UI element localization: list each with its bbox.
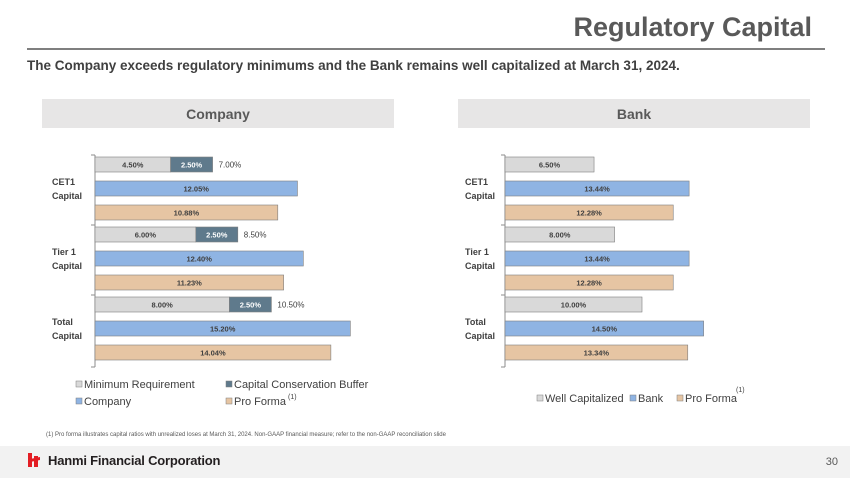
bank-panel-header: Bank — [458, 99, 810, 128]
company-legend-label: Minimum Requirement — [84, 379, 195, 391]
bank-bar-label: 12.28% — [576, 279, 602, 288]
bank-category-label: Total — [465, 317, 486, 327]
company-legend-label: Company — [84, 396, 132, 408]
company-category-label: Capital — [52, 191, 82, 201]
company-bar-label: 4.50% — [122, 161, 144, 170]
company-bar-label: 2.50% — [240, 301, 262, 310]
bank-bar-label: 13.44% — [584, 255, 610, 264]
title-rule — [27, 48, 825, 50]
page-number: 30 — [825, 456, 838, 468]
page-title: Regulatory Capital — [573, 12, 812, 42]
bank-legend-swatch — [536, 394, 544, 402]
bank-category-label: Tier 1 — [465, 247, 489, 257]
company-bar-label: 12.05% — [184, 185, 210, 194]
bank-category-label: CET1 — [465, 177, 488, 187]
company-category-label: CET1 — [52, 177, 75, 187]
company-category-label: Capital — [52, 261, 82, 271]
company-stack-total-label: 7.00% — [219, 161, 242, 170]
company-bar — [94, 204, 279, 221]
bank-bar — [504, 226, 615, 243]
bank-bar — [504, 274, 674, 291]
company-bar-label: 11.23% — [177, 279, 202, 288]
bank-bar-label: 13.44% — [584, 185, 610, 194]
bank-bar-label: 13.34% — [584, 349, 610, 358]
bank-bar — [504, 204, 674, 221]
company-bar-label: 15.20% — [210, 325, 236, 334]
company-category-label: Capital — [52, 331, 82, 341]
company-bar-label: 10.88% — [174, 209, 200, 218]
company-category-label: Tier 1 — [52, 247, 76, 257]
company-legend-label: Capital Conservation Buffer — [234, 379, 369, 391]
company-bar-label: 14.04% — [200, 349, 226, 358]
company-bar — [94, 180, 298, 197]
company-bar-label: 2.50% — [206, 231, 228, 240]
company-logo: Hanmi Financial Corporation — [26, 451, 220, 469]
bank-bar-label: 12.28% — [576, 209, 602, 218]
bank-legend-label: Well Capitalized — [545, 393, 624, 405]
regulatory-capital-charts: CET1 Capital 4.50% 2.50% 7.00% 12.05% 10.88% Ti… — [52, 154, 745, 408]
bank-bar — [504, 156, 595, 173]
bank-bar — [504, 344, 689, 361]
bank-bar — [504, 180, 690, 197]
bank-legend-swatch — [629, 394, 637, 402]
footer-bar — [0, 446, 850, 478]
company-bar — [170, 156, 213, 173]
company-legend-swatch — [75, 397, 83, 405]
company-bar — [94, 320, 351, 337]
bank-legend-label: Bank — [638, 393, 664, 405]
company-bar — [94, 250, 304, 267]
company-panel-header: Company — [42, 99, 394, 128]
page-subtitle: The Company exceeds regulatory minimums … — [27, 58, 680, 73]
company-legend-swatch — [225, 380, 233, 388]
company-legend-superscript: (1) — [288, 394, 297, 401]
company-bar-label: 12.40% — [186, 255, 212, 264]
bank-bar-label: 14.50% — [592, 325, 618, 334]
company-bar-label: 6.00% — [135, 231, 157, 240]
bank-category-label: Capital — [465, 331, 495, 341]
hanmi-logo-icon — [28, 453, 40, 467]
bank-category-label: Capital — [465, 191, 495, 201]
bank-category-label: Capital — [465, 261, 495, 271]
company-legend-swatch — [75, 380, 83, 388]
bank-bar-label: 6.50% — [539, 161, 561, 170]
bank-legend-label: Pro Forma — [685, 393, 738, 405]
bank-bar-label: 8.00% — [549, 231, 571, 240]
footnote: (1) Pro forma illustrates capital ratios… — [46, 432, 446, 438]
bank-bar — [504, 320, 704, 337]
logo-text: Hanmi Financial Corporation — [48, 452, 221, 468]
bank-bar — [504, 296, 643, 313]
company-bar — [195, 226, 239, 243]
company-legend-label: Pro Forma — [234, 396, 287, 408]
company-bar — [229, 296, 272, 313]
company-category-label: Total — [52, 317, 73, 327]
bank-legend-swatch — [676, 394, 684, 402]
company-bar — [94, 274, 284, 291]
company-stack-total-label: 10.50% — [277, 301, 304, 310]
company-bar-label: 2.50% — [181, 161, 203, 170]
bank-legend-superscript: (1) — [736, 387, 745, 394]
company-legend-swatch — [225, 397, 233, 405]
bank-bar — [504, 250, 690, 267]
company-stack-total-label: 8.50% — [244, 231, 267, 240]
bank-bar-label: 10.00% — [561, 301, 587, 310]
company-bar — [94, 344, 332, 361]
company-bar-label: 8.00% — [152, 301, 174, 310]
